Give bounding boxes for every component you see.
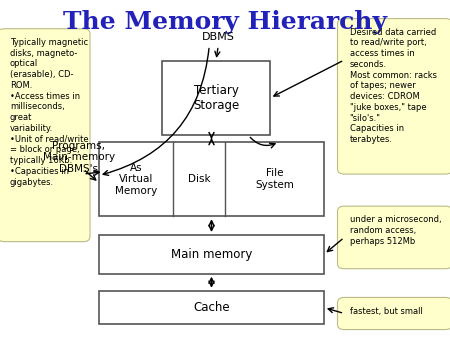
Text: fastest, but small: fastest, but small [350,307,423,316]
FancyBboxPatch shape [338,19,450,174]
Bar [99,291,324,324]
Bar [99,142,324,216]
Bar [99,235,324,274]
FancyBboxPatch shape [338,297,450,330]
Text: Desired data carried
to read/write port,
access times in
seconds.
Most common: r: Desired data carried to read/write port,… [350,28,436,144]
Text: File
System: File System [255,168,294,190]
Text: Programs,
Main-memory
DBMS's: Programs, Main-memory DBMS's [43,141,115,174]
Text: The Memory Hierarchy: The Memory Hierarchy [63,10,387,34]
Text: Main memory: Main memory [171,248,252,261]
Text: As
Virtual
Memory: As Virtual Memory [115,163,157,196]
Text: Disk: Disk [188,174,211,184]
Text: DBMS: DBMS [202,32,235,42]
Text: Cache: Cache [193,301,230,314]
Text: Typically magnetic
disks, magneto-
optical
(erasable), CD-
ROM.
•Access times in: Typically magnetic disks, magneto- optic… [10,38,89,187]
FancyBboxPatch shape [0,29,90,242]
Bar [162,61,270,135]
Text: Tertiary
Storage: Tertiary Storage [193,84,239,112]
Text: under a microsecond,
random access,
perhaps 512Mb: under a microsecond, random access, perh… [350,215,441,246]
FancyBboxPatch shape [338,206,450,269]
